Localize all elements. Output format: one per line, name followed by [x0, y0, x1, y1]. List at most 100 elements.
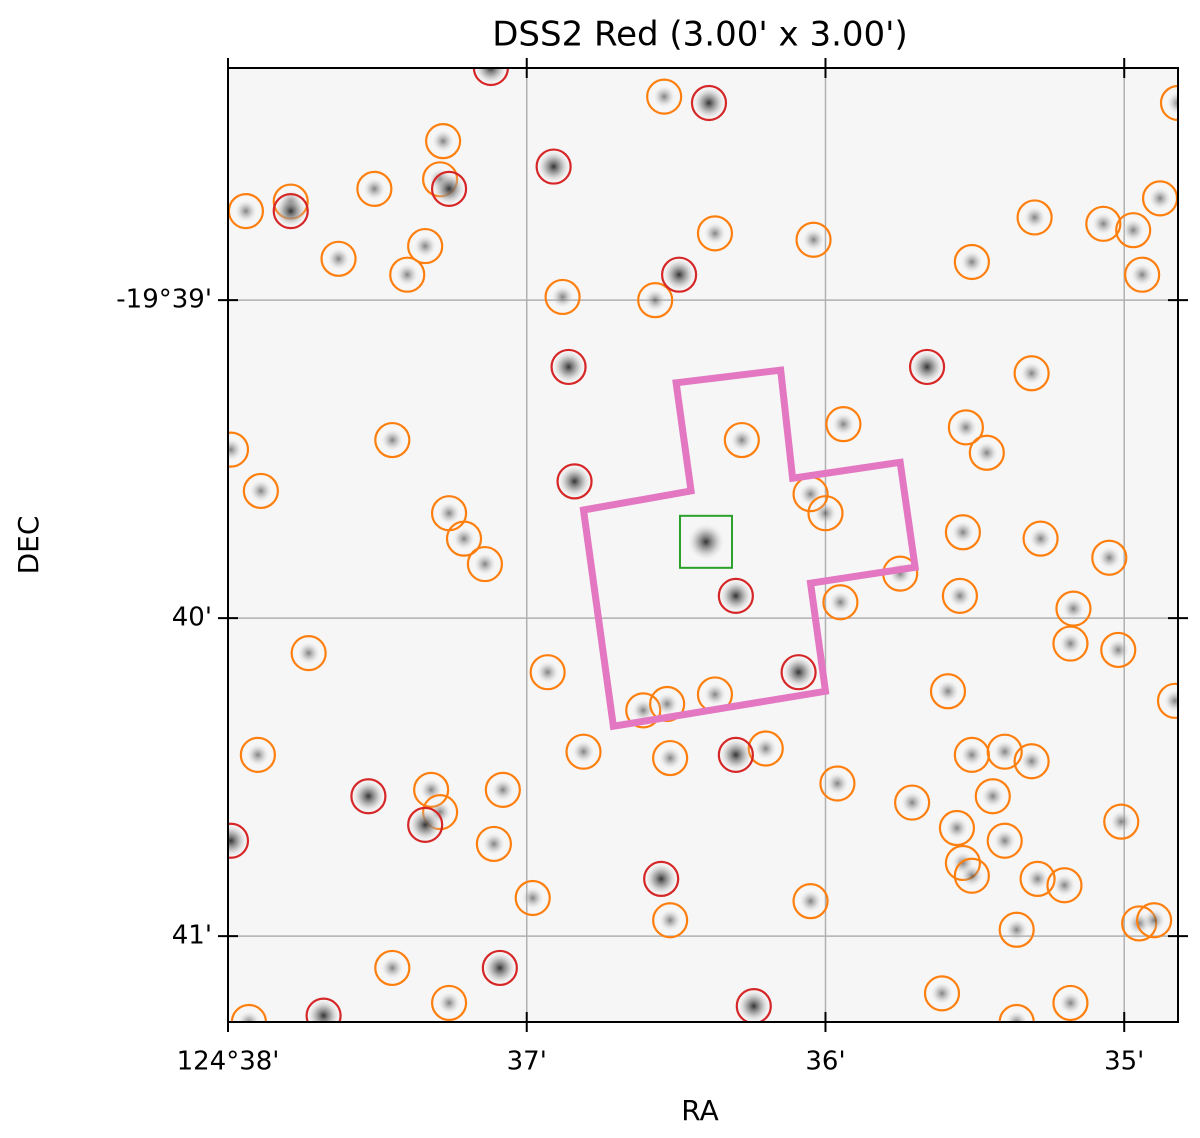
star: [730, 429, 753, 452]
star: [719, 738, 752, 771]
star: [659, 909, 682, 932]
source-marker: [1052, 984, 1089, 1022]
star: [1059, 991, 1082, 1014]
chart-title: DSS2 Red (3.00' x 3.00'): [492, 15, 908, 55]
x-tick-label: 36': [805, 1047, 845, 1077]
source-marker: [735, 988, 772, 1022]
source-marker: [947, 409, 984, 446]
source-marker: [529, 654, 566, 691]
star: [954, 416, 977, 439]
source-marker: [472, 68, 509, 87]
x-tick-label: 124°38': [177, 1047, 280, 1077]
source-marker: [389, 256, 426, 293]
star: [645, 862, 678, 895]
source-marker: [1022, 520, 1059, 557]
star: [307, 999, 340, 1022]
source-marker: [953, 243, 990, 281]
source-marker: [649, 685, 686, 723]
source-marker: [1124, 256, 1161, 293]
source-marker: [356, 170, 393, 207]
source-marker: [795, 221, 832, 258]
source-marker: [1055, 590, 1092, 627]
star: [1059, 632, 1082, 655]
star: [644, 289, 667, 312]
star: [981, 785, 1004, 808]
star: [228, 824, 247, 857]
star: [537, 150, 570, 183]
y-tick-label: -19°39': [116, 285, 212, 315]
source-marker: [908, 348, 946, 386]
star: [1092, 212, 1115, 235]
source-marker: [998, 1003, 1035, 1022]
source-marker: [923, 975, 961, 1012]
star: [249, 479, 272, 502]
source-marker: [986, 733, 1023, 770]
star: [1149, 187, 1172, 210]
star: [572, 740, 595, 763]
star: [692, 86, 725, 119]
source-marker: [1013, 743, 1050, 780]
source-marker: [239, 736, 276, 773]
star: [951, 521, 974, 544]
star: [945, 817, 968, 840]
source-marker: [481, 949, 518, 987]
source-marker: [475, 825, 512, 863]
source-marker: [953, 857, 990, 894]
star: [438, 991, 461, 1014]
source-marker: [565, 733, 602, 770]
source-marker: [998, 911, 1035, 948]
star: [1005, 918, 1028, 941]
star: [482, 832, 505, 855]
source-marker: [556, 463, 593, 500]
source-marker: [350, 778, 387, 815]
source-marker: [792, 883, 829, 920]
source-marker: [445, 520, 483, 557]
source-marker: [723, 421, 760, 459]
star: [1122, 219, 1145, 242]
star: [274, 195, 307, 228]
source-marker: [652, 902, 689, 939]
star: [409, 808, 442, 841]
source-marker: [780, 654, 817, 691]
star: [832, 413, 855, 436]
source-marker: [407, 227, 444, 265]
source-marker: [652, 739, 689, 777]
x-tick-label: 35': [1104, 1047, 1144, 1077]
source-marker: [514, 879, 551, 917]
star: [483, 951, 516, 984]
star: [1023, 206, 1046, 229]
star: [491, 778, 514, 801]
star: [1164, 689, 1178, 712]
source-marker: [1136, 902, 1173, 939]
star: [632, 699, 655, 722]
star: [1110, 810, 1133, 833]
star: [960, 250, 983, 273]
target-star: [687, 523, 724, 560]
star: [826, 772, 849, 795]
star: [829, 591, 852, 614]
source-marker: [290, 635, 327, 672]
star: [960, 864, 983, 887]
star: [1020, 750, 1043, 773]
x-tick-label: 37': [507, 1047, 547, 1077]
star: [802, 228, 825, 251]
star: [993, 829, 1016, 852]
y-tick-label: 41': [172, 921, 212, 951]
star: [901, 791, 924, 814]
source-marker: [544, 278, 581, 316]
star: [474, 68, 507, 84]
star: [719, 579, 752, 612]
source-marker: [643, 860, 680, 898]
source-marker: [822, 584, 859, 621]
source-marker: [430, 984, 468, 1022]
star: [754, 737, 777, 760]
source-marker: [690, 84, 728, 122]
star: [473, 553, 496, 576]
star: [1131, 263, 1154, 286]
star: [814, 502, 837, 525]
star: [381, 956, 404, 979]
star: [453, 527, 476, 550]
star: [799, 890, 822, 913]
source-marker: [320, 240, 357, 277]
